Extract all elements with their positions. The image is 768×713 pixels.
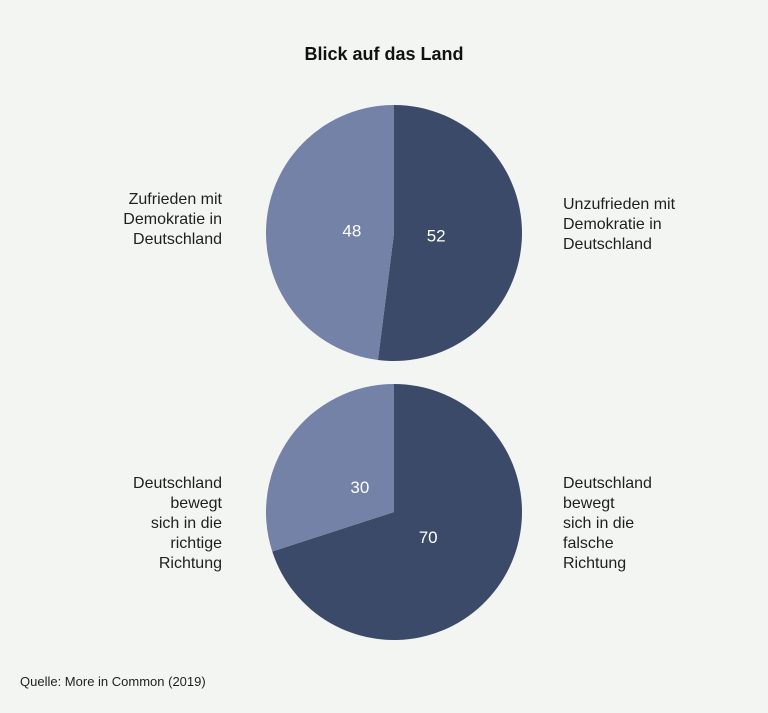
pie-democracy-label-satisfied: Zufrieden mit Demokratie in Deutschland (123, 191, 222, 248)
slice-satisfied (265, 105, 394, 360)
slice-unsatisfied (377, 105, 522, 361)
slice-right-direction-value-label: 30 (350, 478, 369, 497)
slice-satisfied-value-label: 48 (342, 221, 361, 240)
pie-direction-label-right: Deutschland bewegt sich in die richtige … (133, 475, 222, 572)
pie-direction-label-wrong: Deutschland bewegt sich in die falsche R… (563, 475, 652, 572)
pie-chart-democracy: 52 48 (265, 105, 522, 361)
slice-unsatisfied-value-label: 52 (427, 227, 446, 246)
slice-wrong-direction (272, 384, 522, 640)
chart-title: Blick auf das Land (304, 44, 464, 64)
slice-right-direction (266, 384, 394, 552)
pie-chart-direction: 70 30 (266, 384, 522, 640)
pie-democracy-label-unsatisfied: Unzufrieden mit Demokratie in Deutschlan… (563, 196, 676, 253)
source-note: Quelle: More in Common (2019) (20, 674, 206, 689)
slice-wrong-direction-value-label: 70 (419, 528, 438, 547)
